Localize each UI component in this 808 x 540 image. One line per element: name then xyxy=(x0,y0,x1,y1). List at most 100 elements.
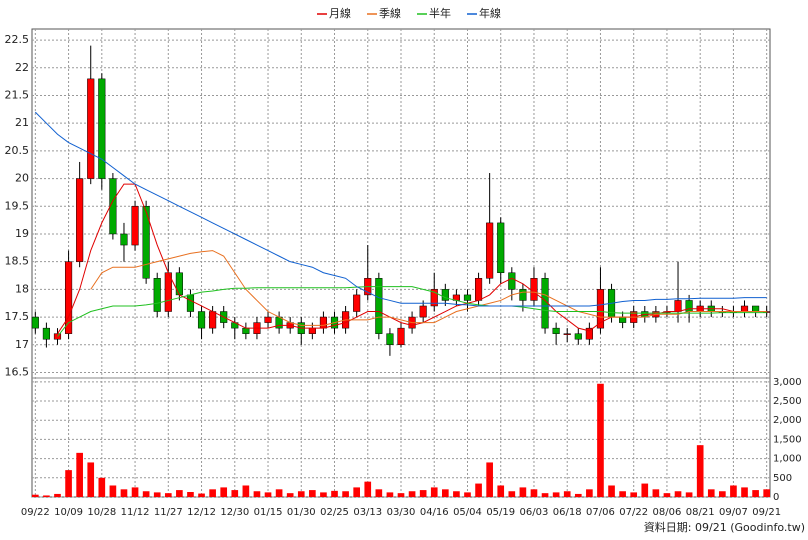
volume-bar xyxy=(552,492,560,497)
volume-bar xyxy=(76,452,83,497)
volume-bar xyxy=(453,491,460,497)
volume-bar xyxy=(309,490,316,497)
volume-bar xyxy=(198,493,205,497)
candle-body xyxy=(486,222,494,279)
volume-bar xyxy=(220,487,228,497)
volume-bar xyxy=(120,489,128,497)
candle-body xyxy=(397,327,405,346)
volume-bar xyxy=(98,477,106,497)
y-tick-label: 21 xyxy=(15,116,29,129)
candle-body xyxy=(186,294,195,312)
candle-body xyxy=(319,316,328,329)
y-tick-label: 22 xyxy=(15,61,29,74)
x-tick-label: 06/03 xyxy=(520,507,549,518)
volume-bar xyxy=(275,489,283,497)
candle-body xyxy=(64,261,73,334)
y2-tick-label: 1,500 xyxy=(773,434,802,445)
volume-bar xyxy=(43,495,50,497)
x-tick-label: 10/28 xyxy=(87,507,116,518)
volume-bar xyxy=(375,489,383,497)
candle-body xyxy=(386,333,394,346)
volume-bar xyxy=(741,487,748,497)
volume-bar xyxy=(652,489,660,497)
candle-body xyxy=(120,233,128,246)
volume-bar xyxy=(164,493,172,497)
x-tick-label: 10/09 xyxy=(54,507,83,518)
volume-bar xyxy=(231,490,239,497)
candle-body xyxy=(98,78,106,179)
candle-body xyxy=(375,278,383,334)
candle-body xyxy=(131,206,139,246)
y2-tick-label: 1,000 xyxy=(773,454,802,465)
y-tick-label: 20.5 xyxy=(5,144,30,157)
volume-bar xyxy=(109,485,117,497)
volume-bar xyxy=(253,491,261,497)
volume-bar xyxy=(519,487,527,497)
candle-body xyxy=(596,289,605,329)
legend-label: 月線 xyxy=(329,6,351,20)
x-tick-label: 12/12 xyxy=(187,507,216,518)
legend-label: 半年 xyxy=(429,6,451,20)
y-tick-label: 21.5 xyxy=(5,88,30,101)
volume-bar xyxy=(187,492,194,497)
volume-bar xyxy=(719,491,726,497)
volume-bar xyxy=(475,483,482,497)
x-tick-label: 02/25 xyxy=(320,507,349,518)
volume-bar xyxy=(65,470,72,497)
volume-bar xyxy=(530,489,538,497)
volume-bar xyxy=(176,490,183,497)
y2-tick-label: 0 xyxy=(773,492,779,503)
y-tick-label: 17.5 xyxy=(5,310,30,323)
y-tick-label: 20 xyxy=(15,172,29,185)
candle-body xyxy=(508,272,516,290)
volume-bar xyxy=(486,462,493,497)
x-tick-label: 05/19 xyxy=(486,507,515,518)
volume-bar xyxy=(541,493,549,497)
candle-body xyxy=(31,316,39,329)
candle-body xyxy=(419,305,427,318)
volume-bar xyxy=(430,487,438,497)
ma-line xyxy=(57,183,767,334)
candle-body xyxy=(308,327,316,334)
volume-bar xyxy=(242,485,250,497)
candle-body xyxy=(563,333,571,335)
x-tick-label: 09/07 xyxy=(719,507,748,518)
volume-bar xyxy=(408,491,416,497)
candle-body xyxy=(463,294,472,301)
x-tick-label: 01/30 xyxy=(287,507,316,518)
x-tick-label: 04/16 xyxy=(420,507,449,518)
x-tick-label: 08/21 xyxy=(686,507,715,518)
candle-body xyxy=(752,305,760,312)
volume-bar xyxy=(619,491,626,497)
volume-bar xyxy=(685,492,693,497)
candle-body xyxy=(153,278,161,312)
candle-body xyxy=(87,78,95,179)
candle-body xyxy=(519,289,527,301)
volume-bar xyxy=(497,485,505,497)
legend-label: 季線 xyxy=(379,6,401,20)
volume-bar xyxy=(696,445,704,497)
candle-body xyxy=(76,178,84,262)
volume-bar xyxy=(663,493,671,497)
candle-body xyxy=(175,272,183,296)
y2-tick-label: 2,000 xyxy=(773,415,802,426)
ma-line xyxy=(34,111,767,307)
volume-bar xyxy=(641,483,649,497)
candle-body xyxy=(42,327,50,340)
y-tick-label: 18 xyxy=(15,282,29,295)
x-tick-label: 08/06 xyxy=(653,507,682,518)
y2-tick-label: 3,000 xyxy=(773,377,802,388)
ma-line xyxy=(90,250,767,326)
volume-bar xyxy=(353,487,360,497)
volume-bar xyxy=(32,494,39,497)
x-tick-label: 06/18 xyxy=(553,507,582,518)
candle-body xyxy=(740,305,749,312)
volume-bar xyxy=(464,492,471,497)
candle-body xyxy=(430,289,438,307)
candle-body xyxy=(197,311,206,329)
volume-bar xyxy=(442,489,449,497)
candle-body xyxy=(585,327,593,340)
candle-body xyxy=(674,300,682,312)
volume-bar xyxy=(142,491,150,497)
volume-bar xyxy=(397,493,405,497)
